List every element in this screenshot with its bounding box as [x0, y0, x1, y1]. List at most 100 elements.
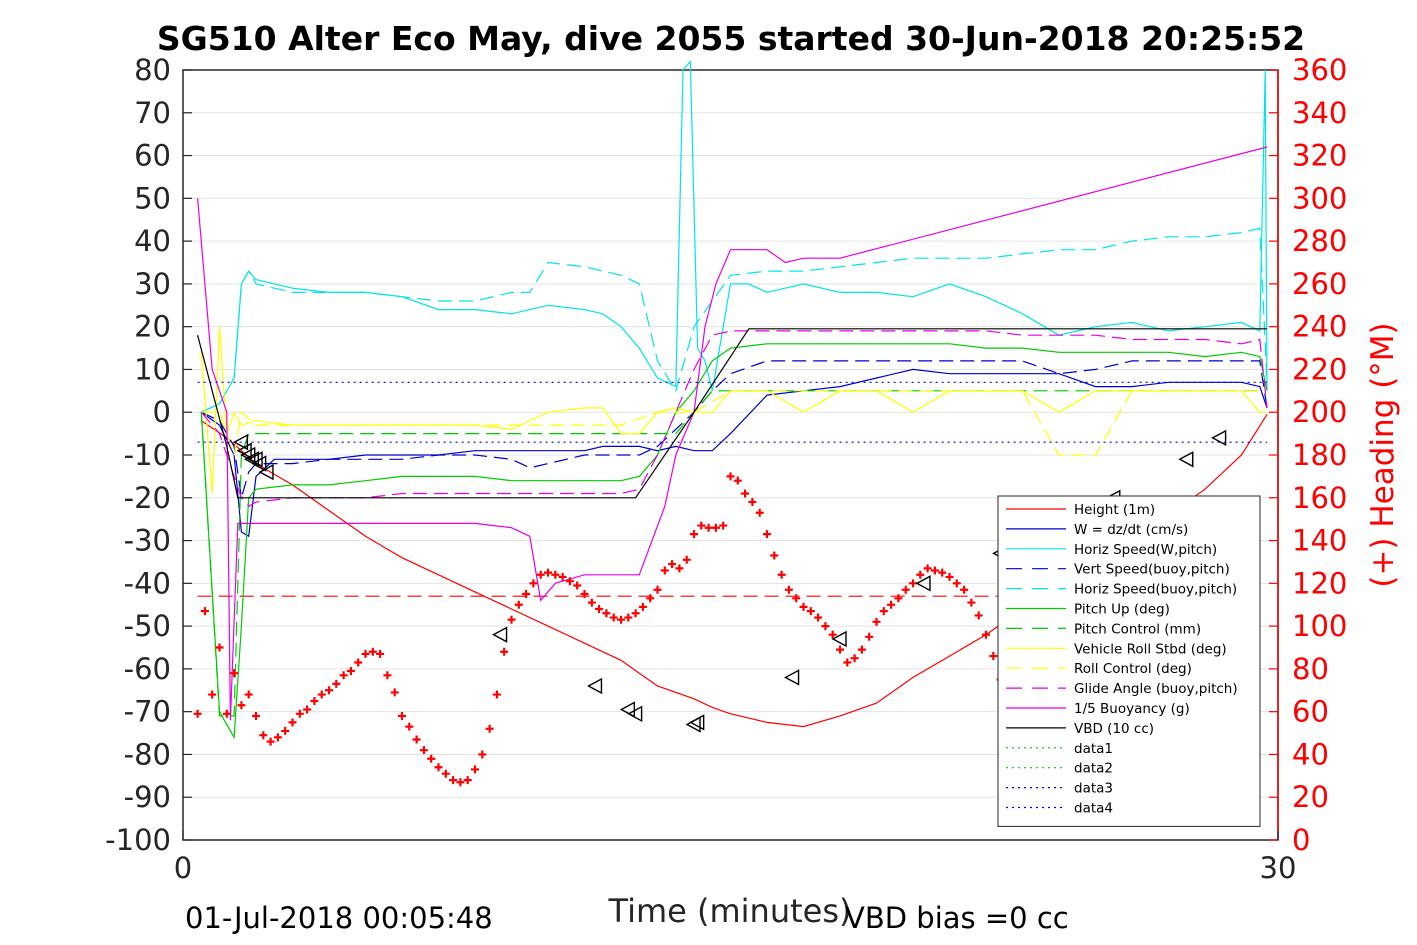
- heading-point: [295, 709, 304, 718]
- y-left-tick-label: 60: [134, 139, 171, 173]
- heading-point: [865, 632, 874, 641]
- depth-marker: [689, 714, 705, 731]
- series-line-11: [197, 328, 1267, 499]
- legend-entry: 1/5 Buoyancy (g): [1074, 701, 1190, 717]
- y-left-tick-label: 40: [134, 224, 171, 258]
- legend-entry: Vert Speed(buoy,pitch): [1074, 562, 1230, 578]
- legend-entry: Height (1m): [1074, 502, 1155, 518]
- heading-point: [843, 658, 852, 667]
- heading-point: [252, 711, 260, 720]
- legend-entry: VBD (10 cc): [1074, 721, 1154, 737]
- y-left-tick-label: -100: [105, 823, 171, 857]
- footer-vbd-bias: VBD bias =0 cc: [845, 901, 1069, 935]
- heading-point: [434, 763, 443, 772]
- series-line-2: [201, 59, 1268, 413]
- y-right-tick-label: 80: [1292, 652, 1329, 686]
- heading-point: [471, 765, 479, 774]
- heading-point: [887, 600, 896, 609]
- y-right-tick-label: 100: [1292, 609, 1347, 643]
- heading-point: [332, 679, 341, 688]
- heading-point: [711, 523, 720, 532]
- y-left-tick-label: -20: [124, 481, 171, 515]
- series-line-4: [201, 227, 1268, 413]
- heading-point: [595, 605, 604, 613]
- heading-point: [412, 735, 421, 744]
- legend-entry: data2: [1074, 761, 1113, 777]
- depth-marker: [627, 705, 643, 722]
- heading-point: [748, 498, 757, 507]
- heading-point: [770, 551, 779, 560]
- heading-point: [193, 709, 202, 718]
- heading-point: [967, 598, 976, 607]
- heading-point: [529, 579, 538, 588]
- heading-point: [419, 746, 428, 755]
- heading-point: [638, 602, 647, 611]
- y-right-tick-label: 220: [1292, 352, 1347, 386]
- y-right-tick-label: 60: [1292, 695, 1329, 729]
- heading-point: [230, 669, 239, 678]
- legend-entry: Glide Angle (buoy,pitch): [1074, 681, 1238, 697]
- heading-point: [587, 598, 596, 607]
- heading-point: [653, 585, 662, 594]
- y-right-tick-label: 300: [1292, 181, 1347, 215]
- heading-point: [799, 602, 808, 611]
- y-right-tick-label: 340: [1292, 96, 1347, 130]
- heading-point: [726, 472, 735, 481]
- x-axis-label: Time (minutes): [608, 892, 852, 930]
- heading-point: [646, 594, 655, 603]
- heading-point: [492, 690, 501, 699]
- heading-point: [266, 737, 275, 746]
- heading-point: [390, 688, 399, 697]
- heading-point: [325, 686, 333, 695]
- heading-point: [814, 613, 823, 622]
- y-right-tick-label: 260: [1292, 267, 1347, 301]
- depth-marker: [232, 433, 249, 451]
- y-left-tick-label: -90: [124, 780, 171, 814]
- heading-point: [449, 776, 458, 785]
- y-right-tick-label: 40: [1292, 737, 1329, 771]
- heading-point: [405, 722, 414, 731]
- heading-point: [923, 564, 932, 573]
- heading-point: [500, 647, 509, 656]
- series-line-7: [200, 326, 1267, 494]
- heading-point: [682, 555, 691, 564]
- heading-points: [193, 472, 1034, 787]
- series-line-3: [201, 360, 1268, 498]
- heading-point: [354, 658, 363, 667]
- heading-point: [857, 645, 866, 654]
- heading-point: [836, 645, 844, 654]
- heading-point: [222, 709, 231, 718]
- depth-marker: [243, 451, 260, 468]
- depth-marker: [831, 630, 847, 648]
- y-left-tick-label: 30: [134, 267, 171, 301]
- depth-marker: [1178, 451, 1194, 468]
- legend-entry: data3: [1074, 781, 1113, 797]
- heading-point: [609, 613, 618, 622]
- heading-point: [558, 572, 567, 581]
- heading-point: [237, 701, 246, 710]
- legend-entry: data1: [1074, 741, 1113, 757]
- heading-point: [244, 690, 253, 699]
- heading-point: [259, 731, 268, 740]
- heading-point: [741, 489, 750, 498]
- heading-point: [697, 521, 706, 530]
- legend-entry: Pitch Control (mm): [1074, 621, 1201, 637]
- legend: Height (1m) W = dz/dt (cm/s) Horiz Speed(W…: [997, 495, 1261, 827]
- heading-point: [916, 570, 925, 579]
- heading-point: [930, 566, 939, 575]
- heading-point: [733, 476, 742, 485]
- y-right-tick-label: 160: [1292, 481, 1347, 515]
- y-left-tick-label: -80: [124, 737, 171, 771]
- heading-point: [573, 581, 582, 590]
- heading-point: [894, 594, 903, 603]
- y-right-tick-label: 360: [1292, 53, 1347, 87]
- heading-point: [901, 585, 910, 594]
- y-right-tick-label: 0: [1292, 823, 1310, 857]
- heading-point: [514, 600, 523, 609]
- y-right-tick-label: 240: [1292, 310, 1347, 344]
- y-right-tick-label: 180: [1292, 438, 1347, 472]
- heading-point: [288, 718, 297, 727]
- series-line-8: [201, 390, 1267, 456]
- heading-point: [806, 607, 815, 616]
